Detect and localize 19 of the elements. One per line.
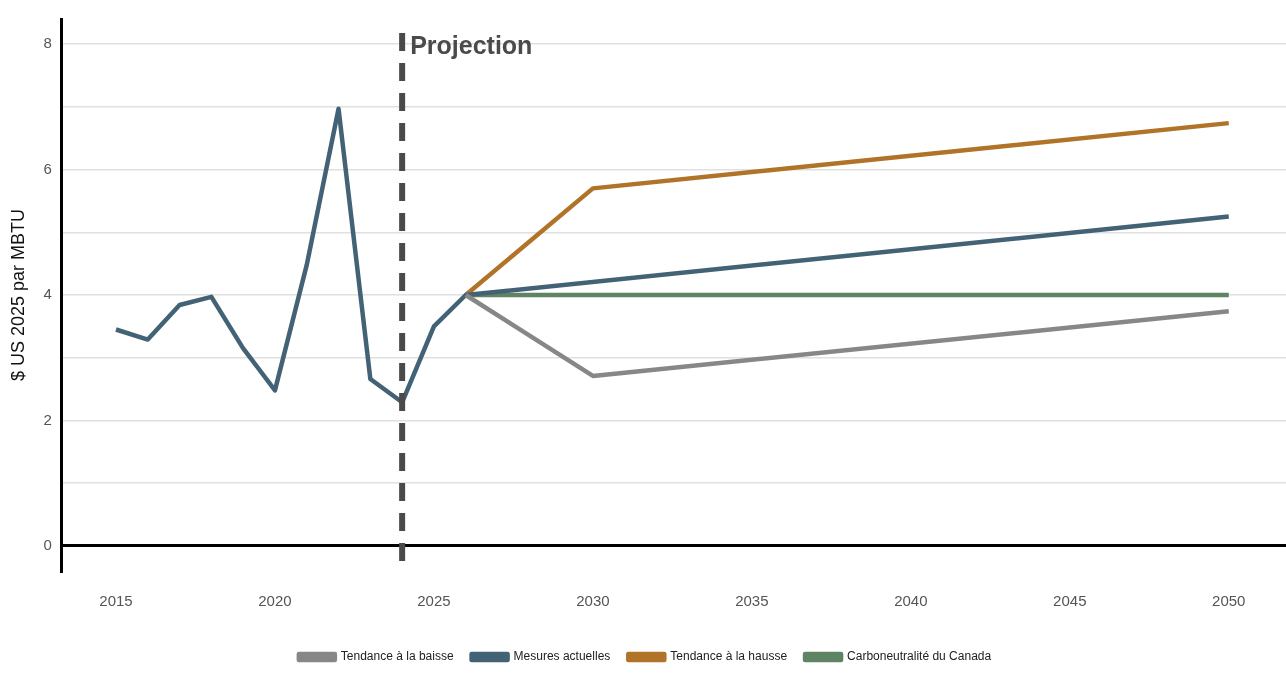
legend-label: Tendance à la baisse [340, 649, 454, 664]
y-tick-label: 4 [43, 285, 52, 303]
y-tick-label: 0 [43, 536, 52, 554]
legend-label: Carboneutralité du Canada [847, 649, 992, 664]
x-tick-label: 2035 [735, 592, 769, 610]
x-tick-label: 2015 [99, 592, 133, 610]
x-tick-label: 2040 [894, 592, 928, 610]
legend-label: Tendance à la hausse [670, 649, 788, 664]
x-tick-label: 2025 [417, 592, 451, 610]
y-axis-title: $ US 2025 par MBTU [7, 208, 28, 382]
y-tick-label: 8 [43, 34, 52, 52]
x-tick-label: 2030 [576, 592, 610, 610]
x-tick-label: 2045 [1053, 592, 1087, 610]
legend-label: Mesures actuelles [513, 649, 611, 664]
y-tick-label: 6 [43, 159, 52, 177]
x-tick-label: 2020 [258, 592, 292, 610]
ref-line-label: Projection [410, 30, 533, 59]
y-tick-label: 2 [43, 410, 52, 428]
x-tick-label: 2050 [1212, 592, 1246, 610]
